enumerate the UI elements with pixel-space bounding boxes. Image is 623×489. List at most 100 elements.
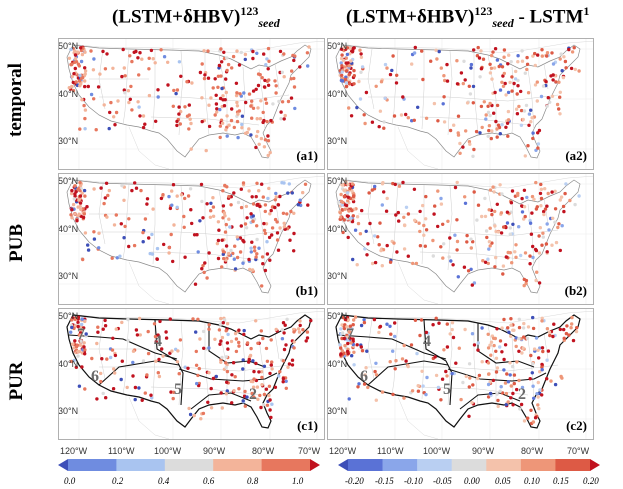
station-dot	[509, 384, 513, 388]
station-dot	[270, 367, 274, 371]
station-dot	[251, 202, 256, 206]
station-dot	[546, 349, 551, 353]
station-dot	[131, 349, 136, 353]
station-dot	[529, 232, 534, 236]
station-dot	[267, 235, 272, 240]
station-dot	[532, 347, 537, 351]
station-dot	[206, 49, 210, 53]
station-dot	[467, 362, 472, 366]
station-dot	[561, 204, 566, 209]
station-dot	[492, 190, 496, 194]
station-dot	[240, 114, 245, 118]
station-dot	[449, 259, 453, 263]
station-dot	[373, 184, 377, 189]
station-dot	[509, 60, 513, 64]
station-dot	[309, 318, 313, 323]
station-dot	[573, 67, 577, 72]
station-dot	[207, 323, 211, 327]
station-dot	[263, 203, 268, 207]
station-dot	[220, 265, 224, 269]
station-dot	[270, 402, 274, 406]
station-dot	[424, 217, 428, 221]
station-dot	[261, 336, 265, 341]
station-dot	[288, 238, 292, 242]
region-number: 4	[154, 333, 162, 350]
station-dot	[506, 109, 511, 114]
title-right-sub: seed	[492, 16, 514, 31]
station-dot	[498, 339, 503, 343]
station-dot	[273, 79, 277, 83]
state-border	[204, 187, 210, 271]
station-dot	[269, 118, 273, 123]
station-dot	[406, 212, 411, 216]
station-dot	[131, 360, 135, 365]
station-dot	[465, 240, 469, 244]
station-dot	[490, 212, 494, 217]
station-dot	[545, 222, 549, 226]
cbar-tick: -0.15	[375, 476, 394, 486]
station-dot	[225, 369, 230, 374]
station-dot	[153, 334, 158, 339]
lat-label: 40°N	[327, 359, 348, 369]
station-dot	[141, 240, 145, 244]
station-dot	[513, 77, 518, 81]
station-dot	[357, 79, 361, 84]
station-dot	[489, 66, 494, 70]
station-dot	[224, 90, 228, 95]
station-dot	[282, 221, 286, 225]
station-dot	[74, 80, 78, 84]
station-dot	[241, 399, 245, 403]
station-dot	[499, 385, 503, 389]
station-dot	[553, 220, 557, 224]
station-dot	[378, 324, 383, 329]
station-dot	[275, 238, 280, 242]
panel-c1: 7 4 6 5 2 50°N 40°N 30°N (c1)	[58, 308, 325, 440]
station-dot	[342, 336, 346, 341]
station-dot	[278, 194, 282, 199]
station-dot	[82, 341, 86, 345]
station-dot	[441, 222, 445, 226]
station-dot	[292, 327, 296, 332]
station-dot	[511, 328, 515, 332]
station-dot	[343, 207, 347, 211]
station-dot	[215, 110, 219, 114]
station-dot	[346, 191, 350, 195]
station-dot	[273, 205, 277, 210]
station-dot	[360, 349, 365, 353]
cbar-tick: 0.05	[495, 476, 511, 486]
station-dot	[419, 318, 424, 322]
station-dot	[254, 87, 258, 91]
station-dot	[73, 212, 77, 216]
station-dot	[129, 84, 133, 89]
station-dot	[230, 107, 234, 111]
cbar-tick: 0.15	[553, 476, 569, 486]
station-dot	[574, 329, 579, 334]
station-dot	[140, 57, 144, 61]
station-dot	[235, 104, 240, 108]
station-dot	[237, 387, 241, 391]
station-dot	[509, 323, 513, 327]
station-dot	[292, 346, 296, 350]
station-dot	[560, 224, 564, 228]
station-dot	[293, 54, 297, 58]
station-dot	[96, 330, 100, 334]
station-dot	[224, 392, 228, 396]
station-dot	[450, 371, 454, 376]
lat-label: 40°N	[327, 224, 348, 234]
station-dot	[115, 256, 119, 260]
station-dot	[122, 236, 126, 240]
station-dot	[110, 348, 115, 352]
station-dot	[525, 336, 530, 341]
station-dot	[260, 284, 264, 288]
station-dot	[76, 354, 80, 358]
station-dot	[399, 113, 404, 117]
station-dot	[468, 92, 473, 96]
state-border	[242, 201, 246, 269]
lat-label: 30°N	[58, 271, 79, 281]
station-dot	[357, 382, 361, 386]
station-dot	[515, 112, 520, 116]
station-dot	[347, 330, 351, 334]
station-dot	[351, 214, 355, 218]
station-dot	[74, 190, 78, 194]
station-dot	[382, 190, 386, 194]
